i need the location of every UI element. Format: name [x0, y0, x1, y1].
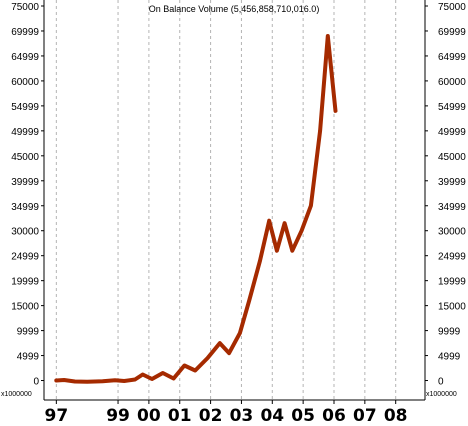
x-tick-label-01: 01	[168, 406, 192, 426]
scale-label-right: x1000000	[426, 391, 457, 398]
y-tick-label-left-60000: 60000	[11, 77, 39, 88]
y-tick-label-right-60000: 60000	[438, 77, 466, 88]
y-tick-label-right-0: 0	[438, 377, 444, 388]
scale-label-left: x1000000	[1, 391, 32, 398]
y-tick-label-left-45000: 45000	[11, 152, 39, 163]
x-axis: 97 99 00 01 02 03 04 05 06 07 08	[45, 400, 408, 426]
series-line	[54, 34, 338, 384]
y-tick-label-left-75000: 75000	[11, 2, 39, 13]
y-tick-label-left-69999: 69999	[11, 27, 39, 38]
x-tick-label-05: 05	[291, 406, 315, 426]
y-axis-right: 75000 69999 64999 60000 54999 49999 45000 39999…	[425, 2, 466, 388]
chart-title: On Balance Volume (5,456,858,710,016.0)	[149, 4, 320, 14]
y-tick-label-left-39999: 39999	[11, 177, 39, 188]
y-tick-label-left-54999: 54999	[11, 102, 39, 113]
y-axis-left: 75000 69999 64999 60000 54999 49999 45000 39999…	[11, 2, 44, 388]
x-tick-label-99: 99	[106, 406, 130, 426]
y-tick-label-right-9999: 9999	[438, 327, 461, 338]
y-tick-label-right-30000: 30000	[438, 227, 466, 238]
x-tick-label-04: 04	[260, 406, 284, 426]
y-tick-label-left-19999: 19999	[11, 277, 39, 288]
y-tick-label-right-75000: 75000	[438, 2, 466, 13]
y-tick-label-right-64999: 64999	[438, 52, 466, 63]
y-tick-label-left-15000: 15000	[11, 302, 39, 313]
y-tick-label-left-9999: 9999	[17, 327, 40, 338]
y-tick-label-right-15000: 15000	[438, 302, 466, 313]
y-tick-label-right-34999: 34999	[438, 202, 466, 213]
y-tick-label-right-49999: 49999	[438, 127, 466, 138]
grid	[55, 0, 397, 400]
x-tick-label-07: 07	[353, 406, 377, 426]
y-tick-label-left-24999: 24999	[11, 252, 39, 263]
y-tick-label-right-69999: 69999	[438, 27, 466, 38]
x-tick-label-97: 97	[45, 406, 69, 426]
x-tick-label-03: 03	[230, 406, 254, 426]
x-tick-label-08: 08	[384, 406, 408, 426]
x-tick-label-06: 06	[322, 406, 346, 426]
y-tick-label-left-49999: 49999	[11, 127, 39, 138]
y-tick-label-right-39999: 39999	[438, 177, 466, 188]
y-tick-label-right-4999: 4999	[438, 352, 461, 363]
y-tick-label-right-19999: 19999	[438, 277, 466, 288]
y-tick-label-right-45000: 45000	[438, 152, 466, 163]
y-tick-label-left-34999: 34999	[11, 202, 39, 213]
x-tick-label-02: 02	[199, 406, 223, 426]
y-tick-label-left-64999: 64999	[11, 52, 39, 63]
y-tick-label-left-4999: 4999	[17, 352, 40, 363]
y-tick-label-left-0: 0	[33, 377, 39, 388]
x-tick-label-00: 00	[137, 406, 161, 426]
y-tick-label-right-24999: 24999	[438, 252, 466, 263]
y-tick-label-left-30000: 30000	[11, 227, 39, 238]
y-tick-label-right-54999: 54999	[438, 102, 466, 113]
